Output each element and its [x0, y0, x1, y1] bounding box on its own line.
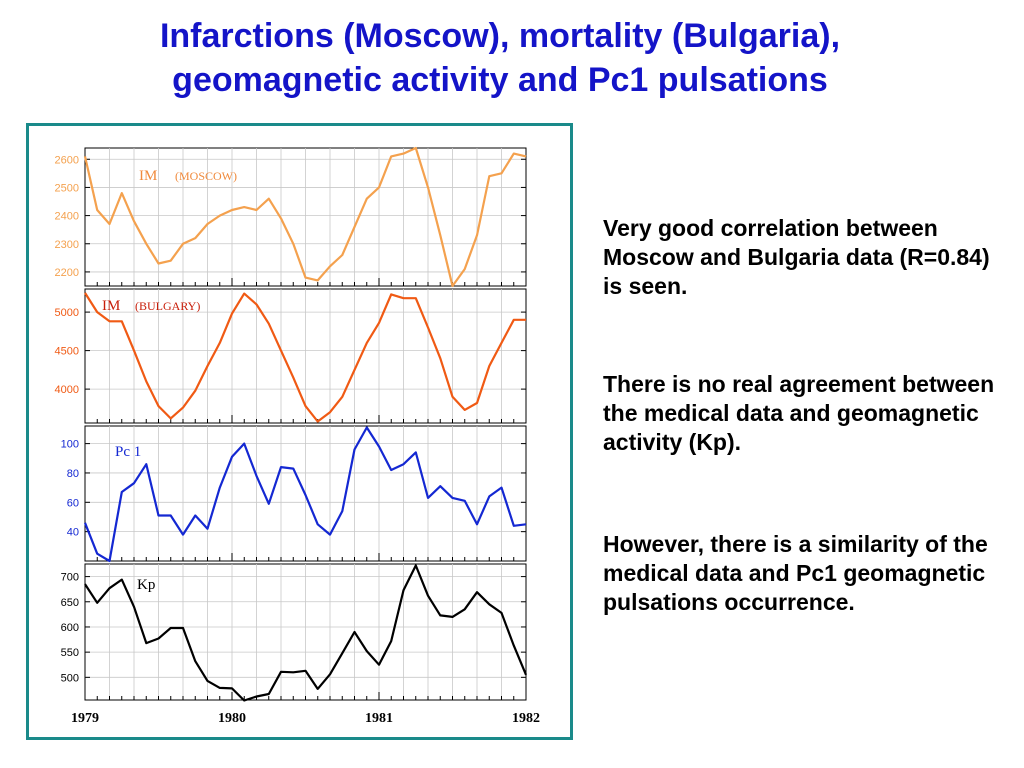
x-tick-label: 1980 [218, 711, 246, 726]
series-line [84, 292, 526, 423]
commentary-paragraph-pc1: However, there is a similarity of the me… [603, 531, 988, 615]
y-tick-label: 500 [61, 672, 79, 684]
y-tick-label: 4000 [55, 384, 79, 396]
x-tick-label: 1979 [71, 711, 99, 726]
panel-label-sub: (MOSCOW) [175, 169, 237, 183]
panel-label: Kp [137, 577, 155, 593]
panel-4: 500 550 600 650 700 Kp [61, 563, 528, 702]
y-tick-label: 550 [61, 647, 79, 659]
slide-title-line2: geomagnetic activity and Pc1 pulsations [172, 61, 828, 99]
stacked-time-series-chart: 2200 2300 2400 2500 2600 IM (MOSCOW) 4000 4500 50… [55, 146, 540, 726]
panel-1: 2200 2300 2400 2500 2600 IM (MOSCOW) [55, 146, 527, 288]
y-tick-label: 2400 [55, 211, 79, 223]
panel-label-sub: (BULGARY) [135, 299, 200, 313]
y-tick-label: 4500 [55, 346, 79, 358]
y-tick-label: 2500 [55, 182, 79, 194]
series-line [84, 564, 528, 702]
y-tick-label: 80 [67, 468, 79, 480]
series-line [83, 146, 527, 288]
y-tick-label: 2300 [55, 239, 79, 251]
commentary-paragraph-correlation: Very good correlation between Moscow and… [603, 215, 990, 299]
x-tick-label: 1981 [365, 711, 393, 726]
y-tick-label: 2200 [55, 267, 79, 279]
panel-3: 40 60 80 100 Pc 1 [61, 425, 527, 563]
panel-label: Pc 1 [115, 444, 141, 460]
y-tick-label: 100 [61, 439, 79, 451]
x-tick-label: 1982 [512, 711, 540, 726]
slide-title-line1: Infarctions (Moscow), mortality (Bulgari… [159, 17, 841, 55]
chart-frame: 2200 2300 2400 2500 2600 IM (MOSCOW) 4000 4500 50… [26, 123, 573, 740]
y-tick-label: 2600 [55, 154, 79, 166]
panel-label: IM [102, 298, 120, 314]
y-tick-label: 600 [61, 622, 79, 634]
y-tick-label: 650 [61, 597, 79, 609]
y-tick-label: 60 [67, 497, 79, 509]
slide-title: Infarctions (Moscow), mortality (Bulgari… [0, 14, 1000, 102]
series-line [83, 426, 527, 563]
commentary-paragraph-kp: There is no real agreement between the m… [603, 371, 995, 455]
panel-2: 4000 4500 5000 IM (BULGARY) [55, 288, 527, 424]
panel-label: IM [139, 168, 157, 184]
y-tick-label: 700 [61, 572, 79, 584]
y-tick-label: 40 [67, 527, 79, 539]
y-tick-label: 5000 [55, 307, 79, 319]
